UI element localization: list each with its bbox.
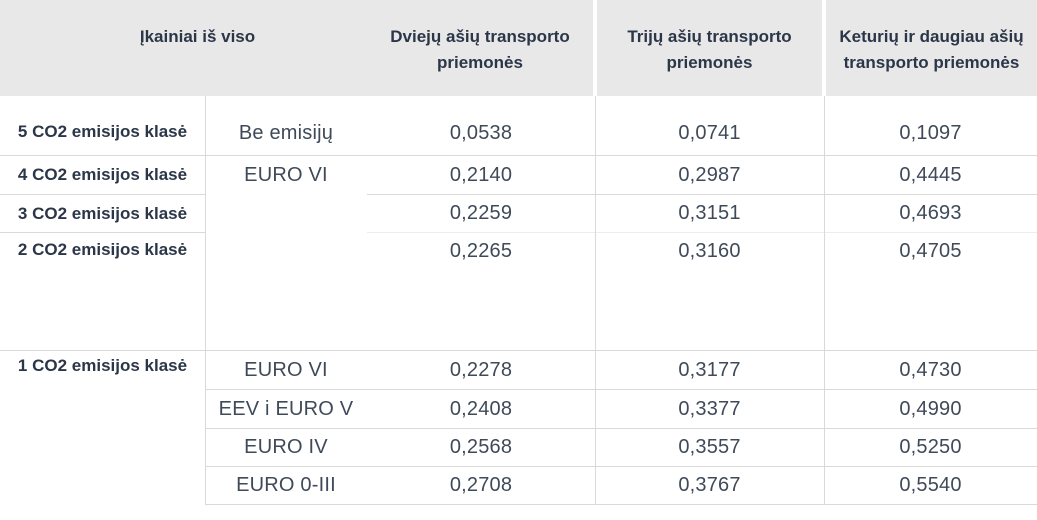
cell-rate-four-plus-axle: 0,4990 — [824, 390, 1037, 429]
cell-rate-four-plus-axle: 0,4730 — [824, 351, 1037, 390]
cell-co2-class-2: 2 CO2 emisijos klasė — [0, 233, 205, 351]
cell-co2-class-1: 1 CO2 emisijos klasė — [17, 356, 188, 375]
cell-rate-three-axle: 0,3151 — [595, 195, 824, 233]
cell-rate-four-plus-axle: 0,5250 — [824, 429, 1037, 467]
cell-rate-four-plus-axle: 0,5540 — [824, 467, 1037, 505]
column-header-three-axle: Trijų ašių transporto priemonės — [597, 0, 822, 96]
cell-emission-eev-euro-v: EEV i EURO V — [205, 390, 367, 429]
cell-rate-three-axle: 0,0741 — [595, 96, 824, 156]
column-header-four-plus-axle: Keturių ir daugiau ašių transporto priem… — [826, 0, 1037, 96]
cell-rate-three-axle: 0,2987 — [595, 156, 824, 195]
cell-rate-four-plus-axle: 0,1097 — [824, 96, 1037, 156]
table-header-row: Įkainiai iš viso Dviejų ašių transporto … — [0, 0, 1037, 96]
cell-co2-class-5: 5 CO2 emisijos klasė — [0, 96, 205, 156]
column-header-two-axle: Dviejų ašių transporto priemonės — [367, 0, 593, 96]
cell-rate-four-plus-axle: 0,4705 — [824, 233, 1037, 351]
column-divider — [595, 96, 596, 505]
cell-emission-euro-vi: EURO VI — [205, 351, 367, 390]
header-divider — [593, 0, 597, 96]
cell-rate-three-axle: 0,3767 — [595, 467, 824, 505]
column-header-two-axle-label: Dviejų ašių transporto priemonės — [390, 27, 570, 72]
cell-rate-four-plus-axle: 0,4445 — [824, 156, 1037, 195]
cell-rate-three-axle: 0,3557 — [595, 429, 824, 467]
cell-emission-euro-iv: EURO IV — [205, 429, 367, 467]
cell-co2-class-3: 3 CO2 emisijos klasė — [0, 195, 205, 233]
cell-rate-two-axle: 0,2278 — [367, 351, 595, 390]
header-divider — [822, 0, 826, 96]
cell-emission-be-emisiju: Be emisijų — [205, 96, 367, 156]
cell-rate-two-axle: 0,0538 — [367, 96, 595, 156]
column-header-three-axle-label: Trijų ašių transporto priemonės — [627, 27, 792, 72]
cell-rate-two-axle: 0,2568 — [367, 429, 595, 467]
column-divider — [205, 96, 206, 505]
table-body: 5 CO2 emisijos klasė Be emisijų 0,0538 0… — [0, 96, 1037, 520]
cell-rate-two-axle: 0,2265 — [367, 233, 595, 351]
cell-rate-two-axle: 0,2259 — [367, 195, 595, 233]
cell-rate-three-axle: 0,3377 — [595, 390, 824, 429]
column-divider — [824, 96, 825, 505]
cell-co2-class-4: 4 CO2 emisijos klasė — [0, 156, 205, 195]
column-header-total-label: Įkainiai iš viso — [139, 27, 256, 46]
cell-emission-euro-0-iii: EURO 0-III — [205, 467, 367, 505]
rates-grid: 5 CO2 emisijos klasė Be emisijų 0,0538 0… — [0, 96, 1037, 505]
cell-rate-two-axle: 0,2140 — [367, 156, 595, 195]
column-header-four-plus-axle-label: Keturių ir daugiau ašių transporto priem… — [839, 27, 1024, 72]
cell-rate-three-axle: 0,3177 — [595, 351, 824, 390]
column-header-total: Įkainiai iš viso — [0, 0, 367, 96]
cell-rate-four-plus-axle: 0,4693 — [824, 195, 1037, 233]
cell-rate-three-axle: 0,3160 — [595, 233, 824, 351]
cell-rate-two-axle: 0,2408 — [367, 390, 595, 429]
cell-rate-two-axle: 0,2708 — [367, 467, 595, 505]
cell-emission-euro-vi: EURO VI — [205, 156, 367, 351]
